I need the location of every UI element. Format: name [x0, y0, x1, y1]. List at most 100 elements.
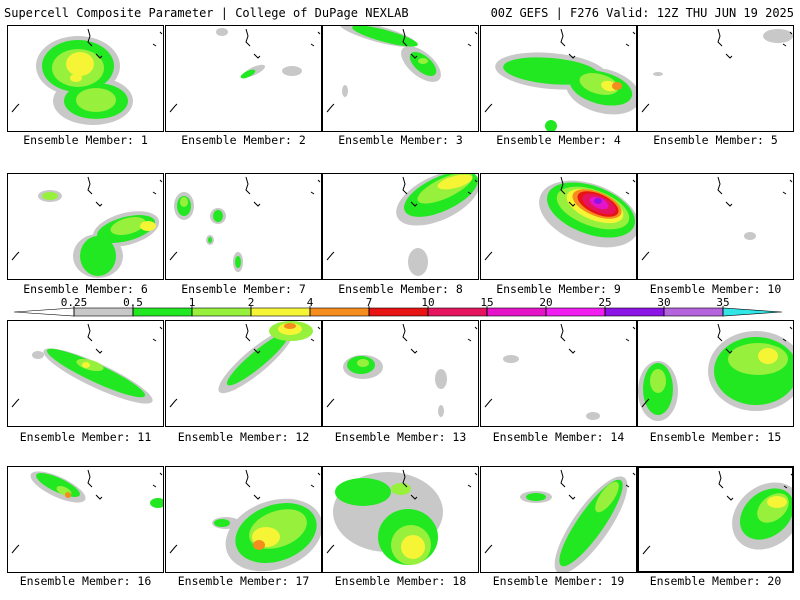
member-map-20: [642, 470, 792, 555]
coastline: [484, 28, 636, 113]
scp-contour: [208, 237, 212, 243]
panel-label: Ensemble Member: 13: [334, 430, 467, 444]
scp-contour: [650, 369, 666, 393]
scp-contour: [80, 236, 116, 276]
member-map-7: [169, 176, 321, 272]
member-map-14: [484, 323, 636, 420]
coastline: [326, 28, 478, 113]
scp-contour: [401, 535, 425, 559]
scp-contour: [767, 496, 787, 508]
colorbar-tick-label: 15: [480, 296, 493, 309]
scp-contour: [226, 332, 290, 386]
member-map-16: [11, 469, 163, 554]
member-map-8: [326, 174, 478, 276]
scp-contour: [357, 359, 369, 367]
colorbar-segment: [427, 307, 488, 317]
ensemble-panel-16[interactable]: [7, 466, 164, 573]
scp-contour: [82, 362, 90, 368]
colorbar-segment: [486, 307, 547, 317]
scp-contour: [180, 197, 188, 207]
scp-contour: [253, 540, 265, 550]
colorbar-segment: [722, 307, 783, 317]
scp-contour: [653, 72, 663, 76]
member-map-13: [326, 323, 478, 417]
scp-contour: [435, 369, 447, 389]
ensemble-panel-17[interactable]: [165, 466, 322, 573]
panel-label: Ensemble Member: 16: [19, 574, 152, 588]
scp-contour: [408, 248, 428, 276]
member-map-19: [484, 469, 636, 572]
ensemble-panel-3[interactable]: [322, 25, 479, 132]
colorbar-tick-label: 2: [248, 296, 255, 309]
ensemble-panel-6[interactable]: [7, 173, 164, 280]
coastline: [484, 469, 636, 554]
colorbar-tick-label: 30: [657, 296, 670, 309]
colorbar-segment: [368, 307, 429, 317]
scp-contour: [214, 519, 230, 527]
scp-contour: [110, 216, 146, 236]
member-map-3: [326, 26, 478, 113]
panel-label: Ensemble Member: 7: [181, 282, 306, 296]
colorbar-tick-label: 0.5: [123, 296, 143, 309]
scp-contour: [594, 198, 602, 204]
member-map-1: [11, 28, 163, 125]
ensemble-panel-5[interactable]: [637, 25, 794, 132]
coastline: [484, 176, 636, 261]
member-map-15: [638, 323, 793, 421]
scp-contour: [66, 52, 94, 76]
panel-label: Ensemble Member: 18: [334, 574, 467, 588]
ensemble-panel-12[interactable]: [165, 320, 322, 427]
coastline: [326, 176, 478, 261]
panel-label: Ensemble Member: 9: [496, 282, 621, 296]
scp-contour: [150, 498, 163, 508]
panel-label: Ensemble Member: 4: [496, 133, 621, 147]
panel-label: Ensemble Member: 20: [649, 574, 782, 588]
ensemble-panel-9[interactable]: [480, 173, 637, 280]
page-title: Supercell Composite Parameter | College …: [4, 6, 409, 20]
scp-contour: [342, 85, 348, 97]
colorbar-segment: [309, 307, 370, 317]
member-map-10: [641, 176, 793, 261]
scp-contour: [728, 343, 788, 375]
colorbar-segment: [604, 307, 665, 317]
panel-label: Ensemble Member: 1: [23, 133, 148, 147]
colorbar-segment: [132, 307, 193, 317]
ensemble-panel-18[interactable]: [322, 466, 479, 573]
coastline: [642, 470, 792, 555]
ensemble-panel-2[interactable]: [165, 25, 322, 132]
ensemble-panel-1[interactable]: [7, 25, 164, 132]
ensemble-panel-8[interactable]: [322, 173, 479, 280]
member-map-12: [169, 321, 321, 408]
scp-contour: [42, 192, 58, 200]
scp-contour: [437, 174, 473, 190]
panel-label: Ensemble Member: 6: [23, 282, 148, 296]
panel-label: Ensemble Member: 8: [338, 282, 463, 296]
coastline: [641, 323, 793, 408]
ensemble-panel-15[interactable]: [637, 320, 794, 427]
ensemble-panel-4[interactable]: [480, 25, 637, 132]
member-map-2: [169, 28, 321, 113]
ensemble-panel-13[interactable]: [322, 320, 479, 427]
ensemble-panel-19[interactable]: [480, 466, 637, 573]
scp-contour: [418, 58, 428, 64]
scp-contour: [335, 478, 391, 506]
color-legend: 0.25 0.5 1 2 4 7 10 15 20 25 30 35: [14, 296, 783, 317]
coastline: [169, 323, 321, 408]
ensemble-panel-11[interactable]: [7, 320, 164, 427]
scp-contour: [601, 80, 617, 92]
member-map-11: [11, 323, 163, 408]
ensemble-panel-10[interactable]: [637, 173, 794, 280]
ensemble-panel-14[interactable]: [480, 320, 637, 427]
colorbar-segment: [191, 307, 252, 317]
ensemble-panel-7[interactable]: [165, 173, 322, 280]
colorbar-tick-label: 20: [539, 296, 552, 309]
scp-contour: [526, 493, 546, 501]
coastline: [326, 469, 478, 554]
panel-label: Ensemble Member: 2: [181, 133, 306, 147]
member-map-17: [169, 469, 321, 572]
ensemble-panel-20[interactable]: [637, 466, 794, 573]
scp-contour: [32, 351, 44, 359]
coastline: [641, 28, 793, 113]
panel-label: Ensemble Member: 10: [649, 282, 782, 296]
scp-contour: [76, 88, 116, 112]
